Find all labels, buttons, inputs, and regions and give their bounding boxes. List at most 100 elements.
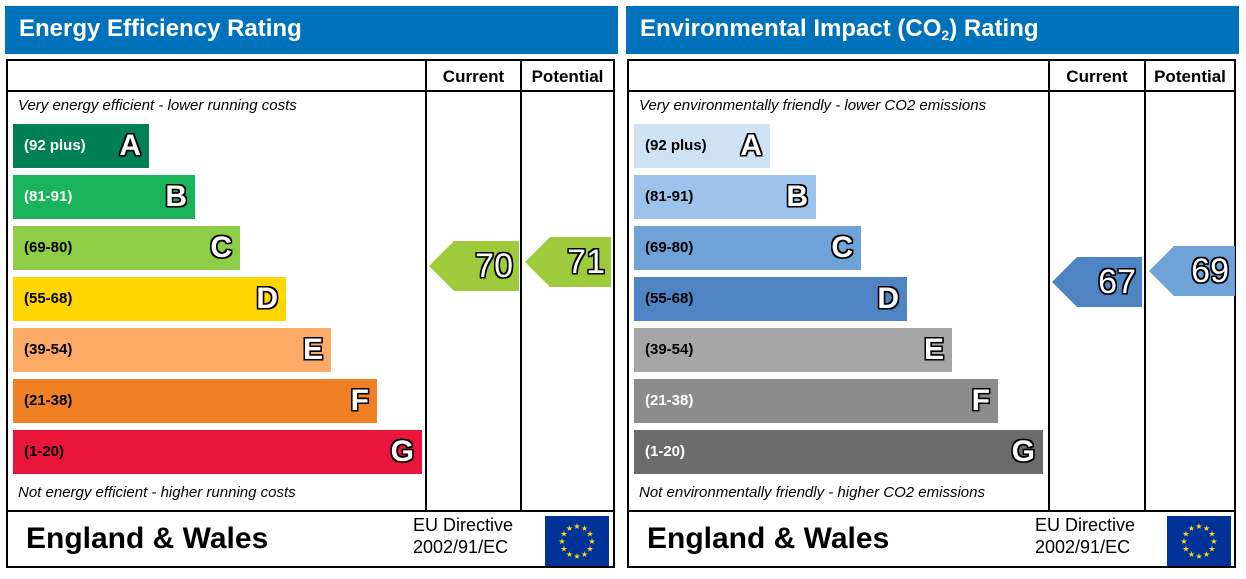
band-letter: G — [390, 435, 414, 468]
arrow-polygon — [525, 237, 611, 287]
header-divider — [629, 90, 1234, 92]
potential-rating-value: 69 — [1191, 252, 1229, 290]
eu-star-icon: ★ — [586, 545, 593, 554]
eu-star-icon: ★ — [581, 550, 588, 559]
environmental-impact-title: Environmental Impact (CO2) Rating — [626, 6, 1239, 54]
eu-star-icon: ★ — [1195, 552, 1202, 561]
column-divider-current — [425, 61, 427, 510]
band-range-label: (39-54) — [24, 341, 73, 358]
arrow-polygon — [1052, 257, 1142, 307]
top-caption: Very environmentally friendly - lower CO… — [639, 97, 987, 114]
rating-band-d: (55-68) D — [634, 277, 907, 321]
top-caption: Very energy efficient - lower running co… — [18, 97, 297, 114]
rating-band-a: (92 plus) A — [634, 124, 770, 168]
eu-flag-icon: ★ ★ ★ ★ ★ ★ ★ ★ ★ ★ ★ ★ — [545, 516, 609, 566]
environmental-impact-panel: Environmental Impact (CO2) Rating Curren… — [626, 0, 1240, 579]
environmental-impact-frame: Current Potential Very environmentally f… — [627, 59, 1236, 568]
column-header-potential: Potential — [1154, 67, 1226, 86]
arrow-polygon — [429, 241, 519, 291]
band-letter: F — [350, 384, 369, 417]
rating-band-a: (92 plus) A — [13, 124, 149, 168]
potential-rating-arrow: 71 — [525, 237, 611, 287]
title-text: Environmental Impact (CO — [640, 15, 942, 42]
rating-arrow-shape — [429, 241, 519, 291]
rating-band-f: (21-38) F — [13, 379, 377, 423]
rating-arrow-shape — [1149, 246, 1235, 296]
band-letter: B — [786, 180, 808, 213]
energy-efficiency-title: Energy Efficiency Rating — [5, 6, 618, 54]
eu-directive-line1: EU Directive — [413, 515, 514, 535]
bottom-caption: Not energy efficient - higher running co… — [18, 484, 296, 501]
rating-band-f: (21-38) F — [634, 379, 998, 423]
footer-divider — [8, 510, 613, 512]
energy-efficiency-panel: Energy Efficiency Rating Current Potenti… — [5, 0, 619, 579]
band-range-label: (21-38) — [645, 392, 694, 409]
band-letter: C — [831, 231, 853, 264]
band-range-label: (92 plus) — [645, 137, 707, 154]
rating-band-c: (69-80) C — [634, 226, 861, 270]
eu-star-icon: ★ — [1188, 524, 1195, 533]
eu-star-icon: ★ — [586, 530, 593, 539]
eu-star-icon: ★ — [1208, 545, 1215, 554]
column-divider-potential — [1144, 61, 1146, 510]
eu-star-icon: ★ — [1203, 524, 1210, 533]
band-range-label: (81-91) — [24, 188, 73, 205]
rating-arrow-shape — [525, 237, 611, 287]
band-letter: D — [877, 282, 899, 315]
eu-star-icon: ★ — [1195, 522, 1202, 531]
energy-efficiency-frame: Current Potential Very energy efficient … — [6, 59, 615, 568]
footer-region: England & Wales — [26, 522, 269, 555]
band-range-label: (69-80) — [645, 239, 694, 256]
band-range-label: (69-80) — [24, 239, 73, 256]
rating-band-b: (81-91) B — [634, 175, 816, 219]
rating-band-d: (55-68) D — [13, 277, 286, 321]
band-range-label: (39-54) — [645, 341, 694, 358]
band-letter: E — [302, 333, 323, 366]
rating-band-b: (81-91) B — [13, 175, 195, 219]
title-subscript: 2 — [941, 27, 950, 43]
eu-directive-line2: 2002/91/EC — [1035, 537, 1131, 557]
band-range-label: (55-68) — [24, 290, 73, 307]
rating-band-g: (1-20) G — [634, 430, 1043, 474]
band-range-label: (81-91) — [645, 188, 694, 205]
title-end: ) Rating — [949, 15, 1039, 42]
eu-flag-icon: ★ ★ ★ ★ ★ ★ ★ ★ ★ ★ ★ ★ — [1167, 516, 1231, 566]
eu-star-icon: ★ — [581, 524, 588, 533]
header-divider — [8, 90, 613, 92]
eu-star-icon: ★ — [573, 552, 580, 561]
band-letter: E — [923, 333, 944, 366]
eu-star-icon: ★ — [1182, 530, 1189, 539]
eu-directive-line1: EU Directive — [1035, 515, 1136, 535]
rating-band-e: (39-54) E — [13, 328, 331, 372]
eu-star-icon: ★ — [558, 537, 565, 546]
band-range-label: (1-20) — [24, 443, 65, 460]
eu-star-icon: ★ — [1210, 537, 1217, 546]
eu-star-icon: ★ — [588, 537, 595, 546]
eu-star-icon: ★ — [1203, 550, 1210, 559]
eu-star-icon: ★ — [1208, 530, 1215, 539]
eu-star-icon: ★ — [1188, 550, 1195, 559]
band-letter: B — [165, 180, 187, 213]
current-rating-value: 67 — [1098, 263, 1136, 301]
band-letter: C — [210, 231, 232, 264]
eu-star-icon: ★ — [1182, 545, 1189, 554]
rating-arrow-shape — [1052, 257, 1142, 307]
potential-rating-value: 71 — [567, 243, 605, 281]
rating-band-e: (39-54) E — [634, 328, 952, 372]
footer-region: England & Wales — [647, 522, 890, 555]
band-range-label: (92 plus) — [24, 137, 86, 154]
eu-directive-line2: 2002/91/EC — [413, 537, 509, 557]
eu-directive: EU Directive 2002/91/EC — [1035, 514, 1135, 558]
band-letter: F — [971, 384, 990, 417]
eu-star-icon: ★ — [566, 524, 573, 533]
arrow-polygon — [1149, 246, 1235, 296]
footer-divider — [629, 510, 1234, 512]
column-divider-potential — [520, 61, 522, 510]
eu-star-icon: ★ — [573, 522, 580, 531]
column-header-current: Current — [442, 67, 505, 86]
band-range-label: (21-38) — [24, 392, 73, 409]
current-rating-arrow: 67 — [1052, 257, 1142, 307]
potential-rating-arrow: 69 — [1149, 246, 1235, 296]
band-letter: A — [119, 129, 141, 162]
eu-star-icon: ★ — [560, 545, 567, 554]
